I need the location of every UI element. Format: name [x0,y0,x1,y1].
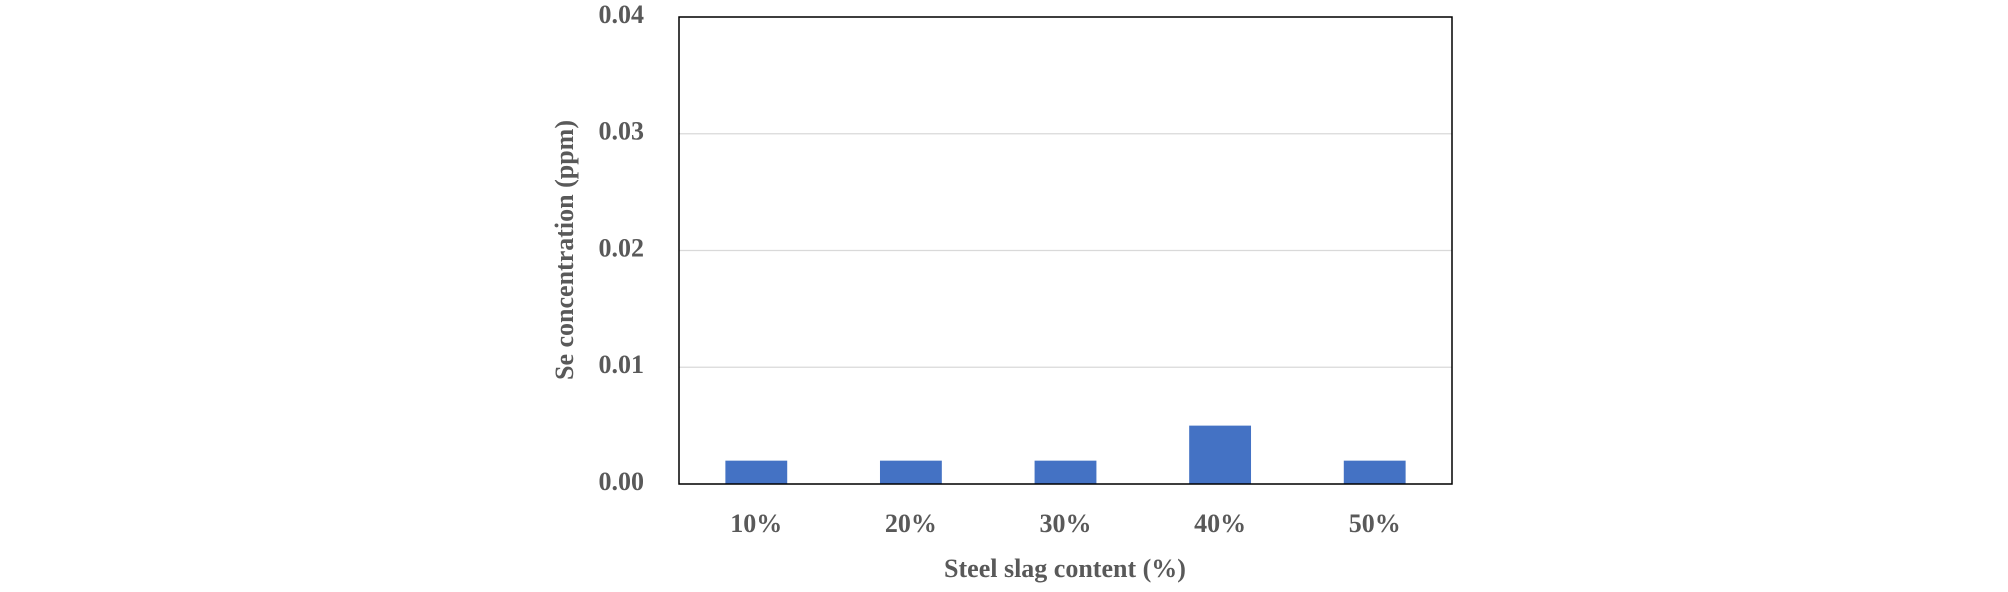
bar [1034,460,1097,484]
y-axis-label: Se concentration (ppm) [550,120,579,380]
y-tick-label: 0.04 [599,0,645,29]
x-axis-label: Steel slag content (%) [944,554,1186,583]
plot-frame [678,16,1453,485]
y-tick-label: 0.00 [599,467,645,496]
y-tick-label: 0.03 [599,117,645,146]
x-tick-label: 40% [1194,509,1246,538]
bar [879,460,942,484]
x-tick-label: 30% [1040,509,1092,538]
bar [725,460,788,484]
x-tick-label: 20% [885,509,937,538]
x-tick-label: 50% [1349,509,1401,538]
bar [1189,425,1252,484]
y-tick-label: 0.02 [599,233,645,262]
y-tick-label: 0.01 [599,350,645,379]
bar [1343,460,1406,484]
x-tick-label: 10% [730,509,782,538]
